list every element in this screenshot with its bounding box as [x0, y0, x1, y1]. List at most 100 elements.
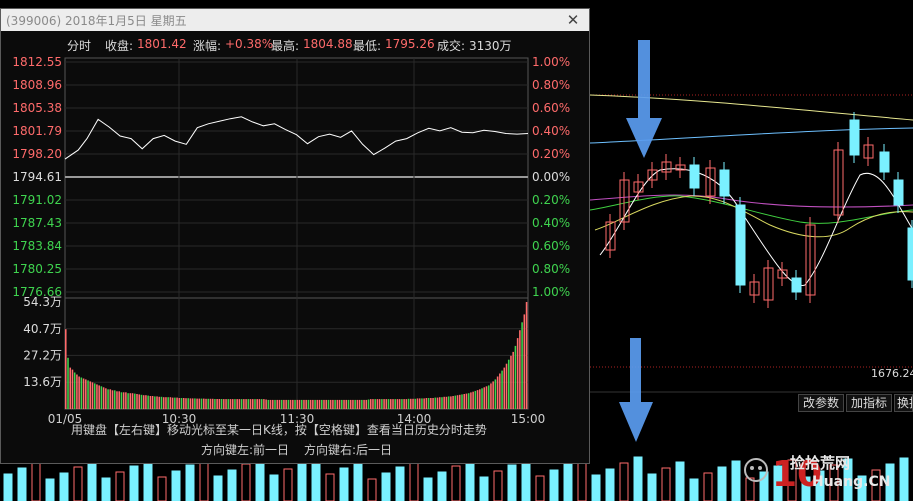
volume-bar	[510, 355, 512, 409]
volume-bar-bg	[661, 467, 671, 501]
volume-bar	[329, 399, 332, 409]
volume-bar	[289, 399, 292, 409]
volume-bar-bg	[227, 469, 237, 501]
volume-bar-bg	[409, 460, 419, 501]
candle-body	[763, 267, 774, 301]
volume-bar-bg	[843, 458, 853, 501]
volume-bar-bg	[423, 477, 433, 501]
volume-bar	[470, 392, 472, 409]
candle-body	[849, 119, 860, 156]
volume-bar	[296, 399, 299, 409]
volume-bar	[483, 387, 486, 409]
volume-bar	[227, 399, 230, 409]
modify-params-button[interactable]: 改参数	[798, 394, 845, 412]
volume-bar	[456, 395, 459, 409]
price-tick-label: 1787.43	[12, 216, 62, 230]
volume-bar	[369, 399, 372, 409]
volume-bar	[512, 351, 514, 409]
volume-bar	[105, 388, 107, 409]
candle-body	[647, 169, 658, 181]
candle-body	[633, 181, 644, 193]
volume-bar	[298, 399, 301, 409]
volume-bar	[505, 363, 508, 409]
candle-body	[661, 161, 672, 173]
volume-bar-bg	[213, 475, 223, 501]
volume-bar	[374, 399, 376, 409]
volume-bar-bg	[87, 460, 97, 501]
intraday-chart[interactable]: 1812.55 1.00% 1808.96 0.80% 1805.38 0.60% 1801…	[1, 9, 589, 465]
volume-bar	[254, 399, 256, 409]
down-arrow-bottom	[619, 338, 653, 442]
volume-bar	[387, 399, 390, 409]
volume-bar	[245, 399, 247, 409]
price-tick-label: 1798.20	[12, 147, 62, 161]
volume-bar	[521, 322, 523, 409]
volume-bar	[176, 397, 178, 409]
volume-bar	[91, 382, 94, 409]
volume-bar	[365, 399, 368, 409]
candle-body	[777, 269, 788, 279]
volume-bar	[109, 389, 112, 409]
volume-bar	[443, 396, 445, 409]
time-tick-label: 01/05	[48, 412, 83, 426]
volume-bar	[236, 399, 238, 409]
volume-bar	[496, 376, 499, 409]
volume-bar-bg	[521, 458, 531, 501]
candle-body	[879, 151, 890, 173]
high-value: 1804.88	[303, 37, 353, 51]
volume-bar	[134, 393, 136, 409]
volume-bar	[151, 396, 154, 409]
volume-bar	[418, 398, 421, 409]
candle-body	[675, 164, 686, 171]
volume-bar	[430, 398, 432, 409]
low-label: 最低:	[353, 39, 382, 53]
volume-bar	[167, 397, 169, 409]
add-indicator-button[interactable]: 加指标	[846, 394, 893, 412]
volume-bar-bg	[605, 468, 615, 501]
volume-bar	[461, 394, 463, 409]
popup-titlebar[interactable]: (399006) 2018年1月5日 星期五 ✕	[1, 9, 589, 31]
watermark-text: 捡拾荒网	[790, 454, 851, 472]
volume-bar	[223, 399, 225, 409]
volume-bar-bg	[339, 467, 349, 501]
volume-bar	[82, 378, 85, 409]
volume-bar-bg	[717, 466, 727, 501]
volume-bar-bg	[815, 470, 825, 501]
volume-bar	[149, 396, 152, 409]
volume-bar	[427, 398, 430, 409]
volume-bar	[499, 373, 501, 409]
volume-bar	[327, 399, 330, 409]
volume-bar	[162, 397, 165, 409]
candle-body	[833, 149, 844, 216]
switch-indicator-button[interactable]: 换指	[894, 394, 913, 412]
volume-bar	[381, 399, 383, 409]
volume-bar	[476, 390, 479, 409]
pct-tick-label: 1.00%	[532, 55, 570, 69]
volume-bar-bg	[283, 468, 293, 501]
volume-bar	[434, 397, 437, 409]
volume-bar-bg	[689, 478, 699, 501]
price-line	[64, 116, 529, 160]
volume-bar	[138, 394, 141, 409]
volume-bar-bg	[73, 466, 83, 501]
volume-label: 成交:	[437, 39, 466, 53]
volume-bar	[303, 399, 305, 409]
volume-bar	[125, 392, 127, 409]
volume-bar-bg	[899, 457, 909, 501]
volume-bar	[80, 377, 83, 409]
price-tick-label: 1776.66	[12, 285, 62, 299]
volume-value: 3130万	[469, 39, 512, 53]
volume-bar	[191, 398, 194, 409]
volume-bar	[316, 399, 319, 409]
volume-bar	[492, 381, 494, 409]
volume-bar	[354, 399, 356, 409]
volume-bar-bg	[591, 474, 601, 501]
volume-bar	[276, 399, 279, 409]
close-icon[interactable]: ✕	[566, 11, 580, 29]
close-label: 收盘:	[105, 39, 134, 53]
volume-bar	[214, 399, 216, 409]
volume-bar	[185, 398, 187, 409]
candle-body	[605, 221, 616, 251]
volume-bar	[363, 399, 365, 409]
intraday-popup-window: (399006) 2018年1月5日 星期五 ✕ 分时 收盘: 1801.42 …	[0, 8, 590, 464]
